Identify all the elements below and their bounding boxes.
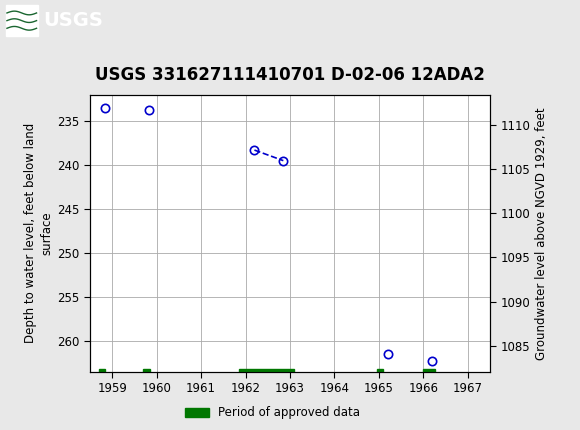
Bar [99,369,106,372]
Bar [423,369,434,372]
Bar [143,369,150,372]
FancyBboxPatch shape [6,5,38,36]
Legend: Period of approved data: Period of approved data [180,402,365,424]
Y-axis label: Depth to water level, feet below land
surface: Depth to water level, feet below land su… [24,123,53,344]
Bar [239,369,295,372]
Bar [376,369,383,372]
Text: USGS 331627111410701 D-02-06 12ADA2: USGS 331627111410701 D-02-06 12ADA2 [95,66,485,84]
Text: USGS: USGS [44,11,103,30]
Y-axis label: Groundwater level above NGVD 1929, feet: Groundwater level above NGVD 1929, feet [535,107,548,359]
